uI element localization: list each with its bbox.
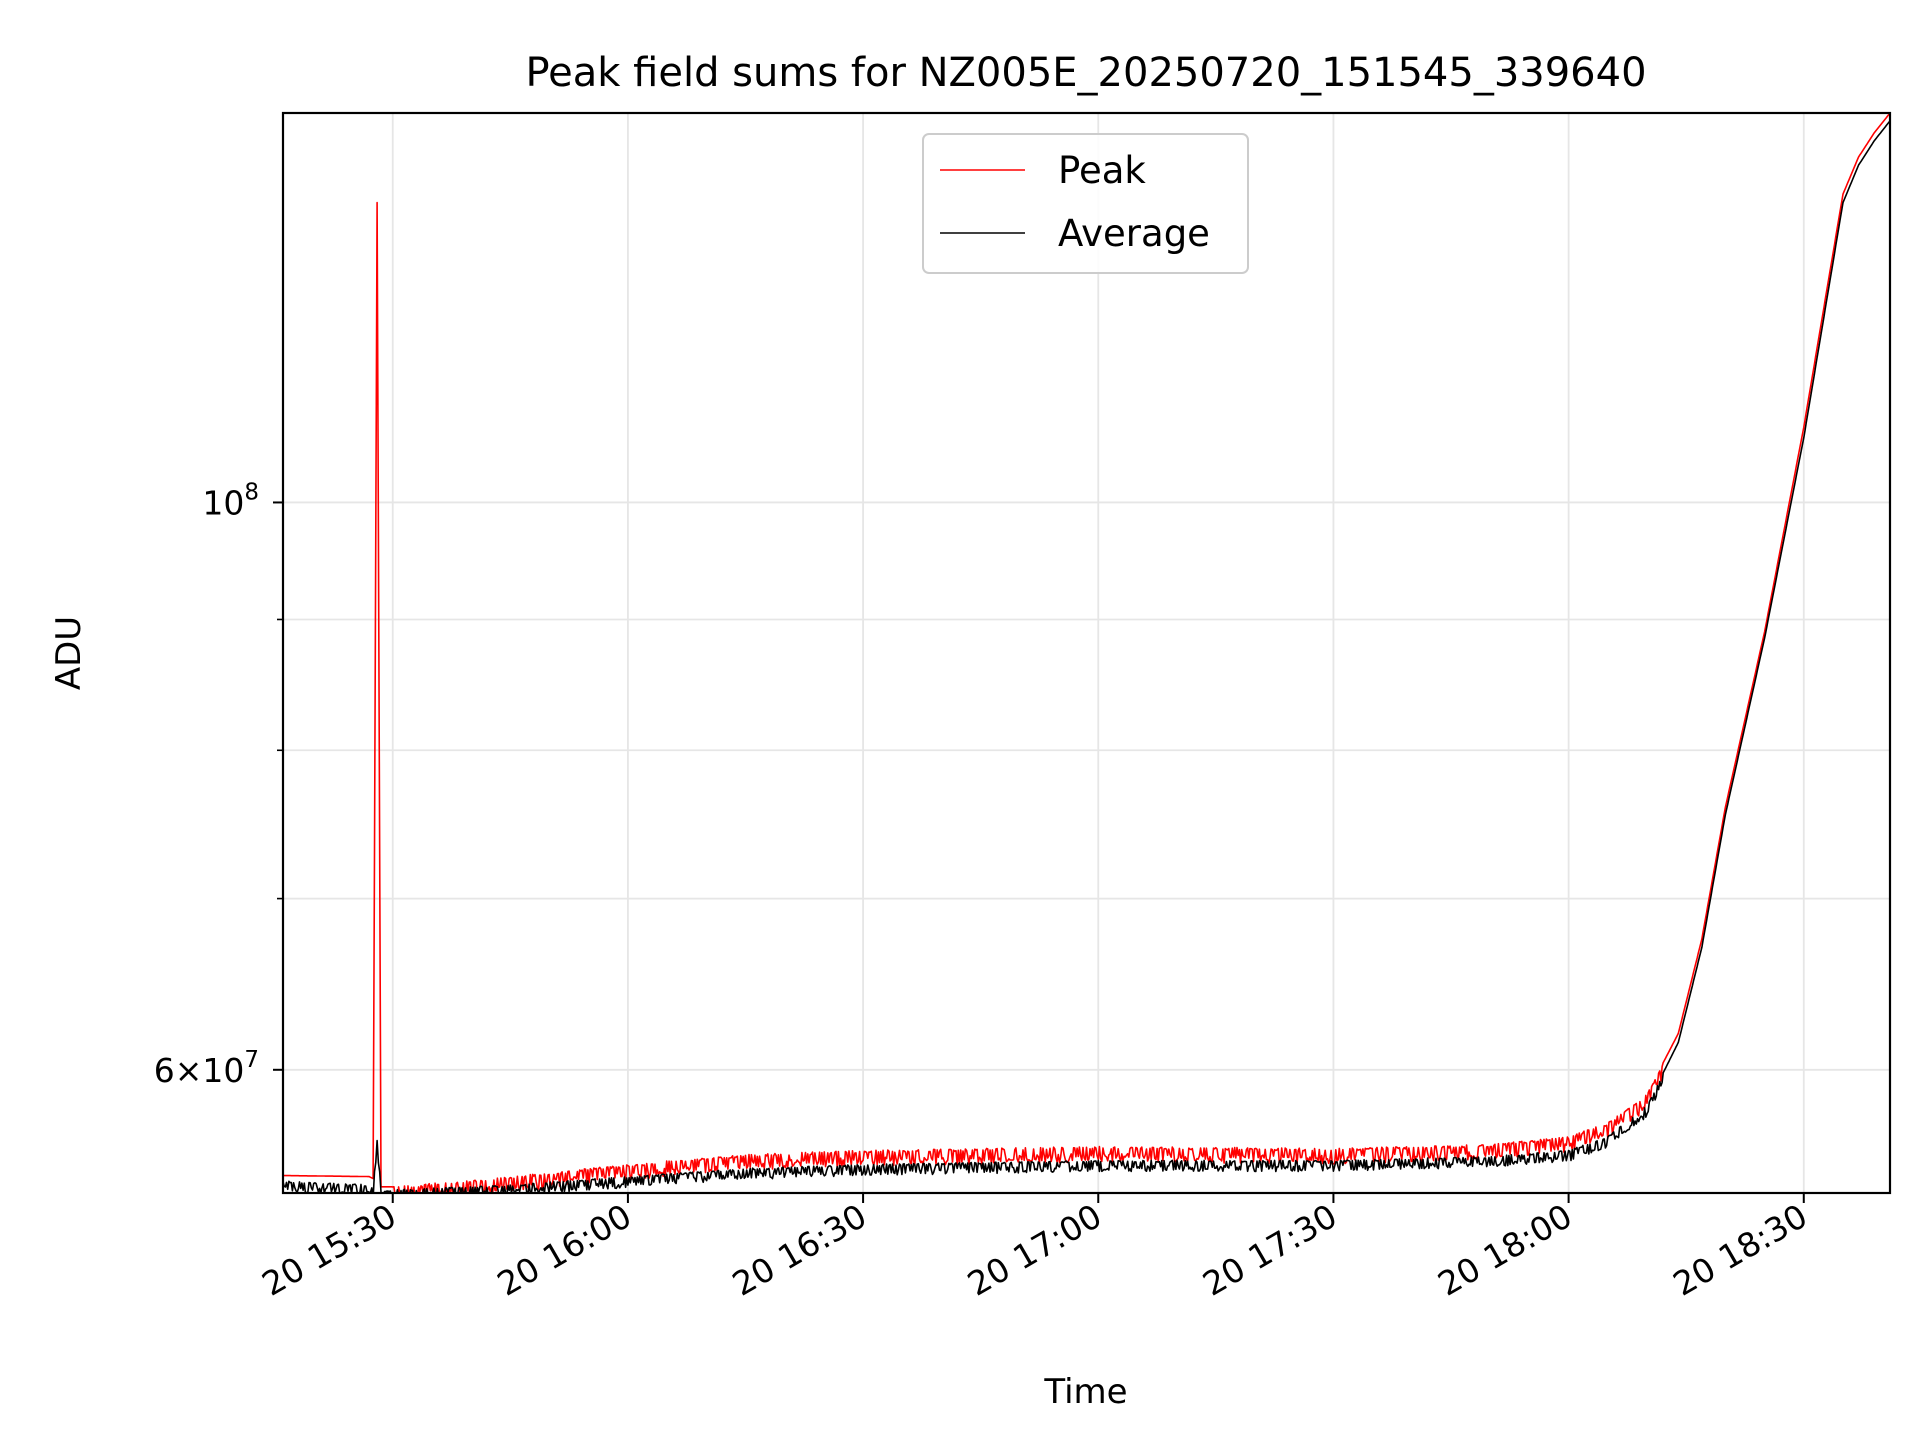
grid	[283, 113, 1890, 1193]
x-axis-label: Time	[1043, 1372, 1127, 1412]
chart-title: Peak field sums for NZ005E_20250720_1515…	[525, 50, 1646, 96]
series-layer	[283, 113, 1890, 1193]
y-tick-label-exponent: 8	[244, 479, 259, 505]
y-tick-label: 6×107	[154, 1047, 259, 1090]
y-axis-label: ADU	[49, 616, 89, 690]
y-tick-label: 108	[202, 479, 259, 522]
series-line-average	[283, 120, 1890, 1193]
legend-label-peak: Peak	[1058, 149, 1146, 192]
series-line-peak	[283, 113, 1890, 1193]
plot-frame	[281, 111, 1892, 1195]
y-tick-label-base: 10	[202, 483, 244, 522]
y-axis-ticks: 108 6×107	[154, 479, 283, 1090]
y-tick-label-base: 6×10	[154, 1051, 245, 1090]
legend-box	[922, 133, 1249, 274]
legend: Peak Average	[922, 133, 1249, 274]
y-tick-label-exponent: 7	[244, 1047, 259, 1073]
legend-label-average: Average	[1058, 212, 1210, 255]
